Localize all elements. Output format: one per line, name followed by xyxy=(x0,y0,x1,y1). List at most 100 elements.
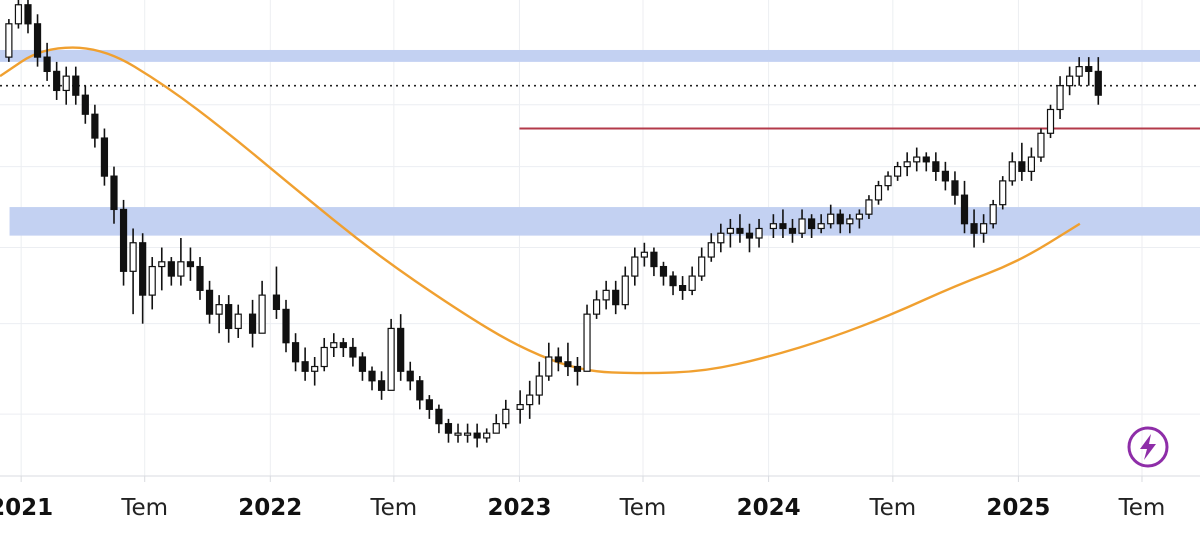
candle-body xyxy=(139,242,147,296)
moving-average xyxy=(0,46,1081,375)
candle xyxy=(951,171,959,205)
candle-body xyxy=(846,218,854,225)
candle xyxy=(1056,76,1064,119)
candle-body xyxy=(81,94,89,115)
bolt-icon[interactable] xyxy=(1126,425,1170,469)
candle-body xyxy=(72,75,80,96)
candle xyxy=(554,347,562,372)
candle-body xyxy=(43,56,51,72)
candle xyxy=(1037,128,1045,162)
candle-body xyxy=(24,4,32,25)
candle-body xyxy=(726,227,734,234)
candle xyxy=(855,209,863,229)
candle xyxy=(669,271,677,296)
candle xyxy=(358,352,367,381)
x-tick-label: Tem xyxy=(619,495,667,521)
candle-body xyxy=(33,23,42,58)
candle xyxy=(894,161,902,181)
candle xyxy=(148,257,156,310)
candle xyxy=(769,214,777,238)
candle-body xyxy=(698,256,706,277)
candle-body xyxy=(688,275,696,291)
candle xyxy=(707,233,715,262)
candle-body xyxy=(435,408,443,425)
candle xyxy=(454,423,462,443)
candle-body xyxy=(368,370,376,382)
candle xyxy=(884,171,892,191)
candle-body xyxy=(602,289,610,301)
candle-body xyxy=(573,365,582,372)
candle-body xyxy=(564,361,572,368)
candle-body xyxy=(903,161,911,168)
candle-body xyxy=(100,137,109,177)
candle xyxy=(502,399,510,429)
candle xyxy=(81,85,89,124)
candle xyxy=(736,214,744,243)
candle-body xyxy=(167,261,175,277)
candle xyxy=(913,147,921,172)
candle-body xyxy=(1066,75,1074,87)
candle xyxy=(492,414,500,434)
candle-body xyxy=(798,218,806,234)
candle-body xyxy=(492,423,500,434)
candle xyxy=(339,337,347,357)
candle-body xyxy=(659,265,668,277)
candle-body xyxy=(951,180,959,196)
candle xyxy=(526,380,534,419)
candle xyxy=(53,61,61,100)
candle-body xyxy=(272,294,281,310)
candle-body xyxy=(205,289,214,315)
candle xyxy=(349,337,357,367)
candle xyxy=(592,290,601,319)
candle xyxy=(583,304,591,372)
candle xyxy=(745,223,754,253)
candle-body xyxy=(817,223,825,230)
candle-body xyxy=(311,365,319,372)
candle xyxy=(631,247,639,286)
candle-body xyxy=(1008,161,1016,182)
candle xyxy=(573,357,582,386)
candle xyxy=(980,214,988,243)
candle-body xyxy=(1085,66,1093,72)
candle-body xyxy=(339,342,347,349)
candle-body xyxy=(545,356,553,377)
candle-body xyxy=(215,304,223,315)
candle-body xyxy=(1075,66,1083,77)
candle xyxy=(999,176,1007,210)
candle-body xyxy=(707,242,715,258)
candle-body xyxy=(592,299,601,315)
candle xyxy=(368,366,376,391)
candle xyxy=(272,266,281,319)
candle xyxy=(1008,152,1016,186)
candle-body xyxy=(148,265,156,296)
candle-body xyxy=(1037,132,1045,158)
candle-body xyxy=(282,308,290,344)
x-tick-label: 2021 xyxy=(0,495,53,521)
candle xyxy=(1094,57,1102,105)
candle-body xyxy=(678,285,687,291)
candle xyxy=(248,299,257,348)
candle xyxy=(282,299,290,353)
candle-body xyxy=(91,113,99,139)
candle xyxy=(24,0,32,34)
price-zone xyxy=(9,207,1200,236)
candle xyxy=(463,423,472,443)
candle xyxy=(535,361,543,405)
candle-body xyxy=(377,380,386,391)
candle-body xyxy=(234,313,242,330)
candle xyxy=(215,295,223,334)
candle-body xyxy=(225,304,233,330)
candle xyxy=(291,333,300,372)
candle-body xyxy=(516,404,524,410)
candle-body xyxy=(110,175,118,211)
x-tick-label: Tem xyxy=(868,495,916,521)
candle xyxy=(688,266,696,296)
candle-body xyxy=(349,346,357,358)
candle xyxy=(5,19,13,62)
candle xyxy=(43,42,51,81)
candle-body xyxy=(736,227,744,234)
candle xyxy=(678,276,687,300)
candle xyxy=(798,209,806,238)
candle xyxy=(177,238,185,286)
